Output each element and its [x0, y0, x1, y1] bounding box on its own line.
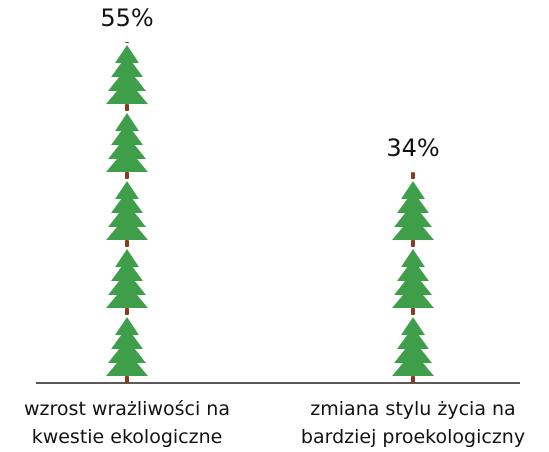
value-label: 34% — [386, 134, 439, 162]
category-label: wzrost wrażliwości na kwestie ekologiczn… — [0, 395, 262, 451]
value-label: 55% — [100, 4, 153, 32]
page: 55% 34% wzrost wrażliwości na kwestie eko… — [0, 0, 549, 452]
pictogram-bar — [105, 42, 149, 383]
pictogram-bar — [391, 172, 435, 383]
category-label: zmiana stylu życia na bardziej proekolog… — [278, 395, 548, 451]
chart: 55% 34% — [0, 0, 549, 452]
